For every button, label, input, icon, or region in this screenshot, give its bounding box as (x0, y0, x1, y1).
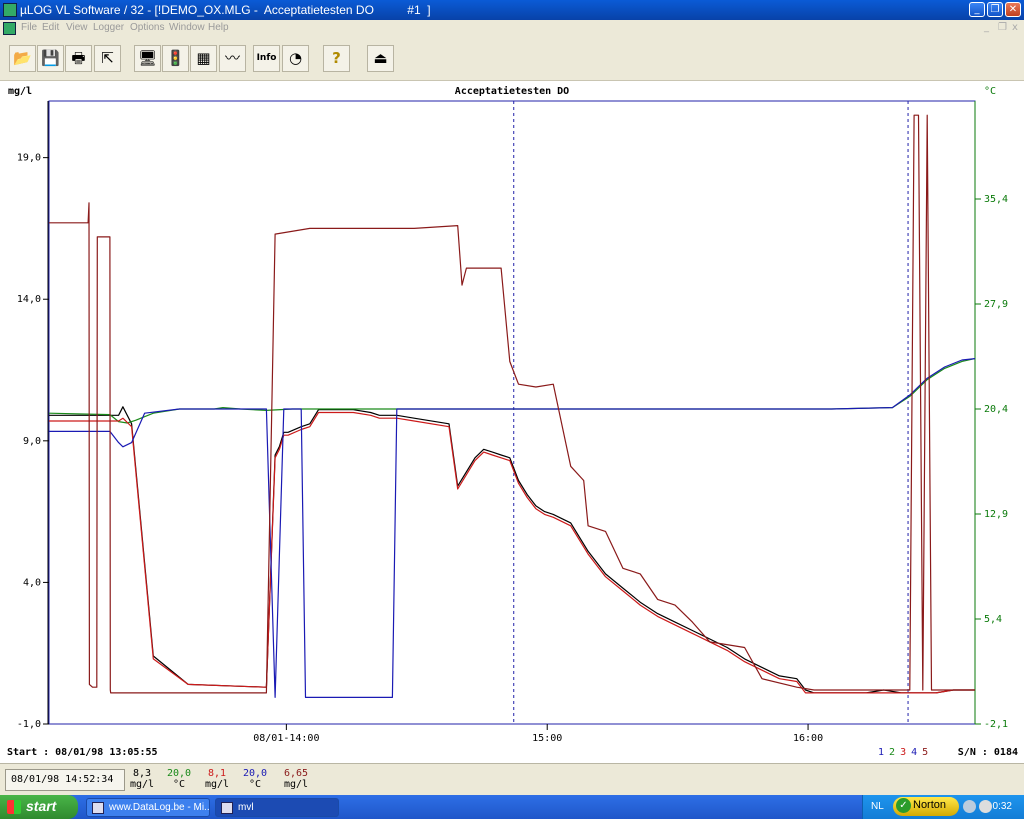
readout-channel-2: 20,0 °C (160, 768, 198, 790)
plot-frame (48, 100, 976, 725)
serial-number: S/N : 0184 (957, 747, 1018, 758)
channel-number-1[interactable]: 1 (878, 747, 885, 758)
readout-channel-5: 6,65 mg/l (277, 768, 315, 790)
readout-bar: 08/01/98 14:52:34 8,3 mg/l 20,0 °C 8,1 mg/l 20… (0, 763, 1024, 795)
x-tick-label: 08/01-14:00 (253, 733, 319, 744)
readout-unit: °C (248, 779, 262, 790)
task-button-datalog[interactable]: www.DataLog.be - Mi... (86, 798, 210, 817)
right-axis-unit: °C (983, 86, 996, 97)
channel-number-3[interactable]: 3 (900, 747, 907, 758)
taskbar: start www.DataLog.be - Mi... mvl NL ✓ No… (0, 795, 1024, 819)
readout-unit: mg/l (283, 779, 309, 790)
right-tick-label: 20,4 (984, 404, 1008, 415)
task-label: mvl (238, 802, 254, 813)
export-icon[interactable]: ⇱ (94, 45, 121, 72)
open-folder-icon[interactable]: 📂 (9, 45, 36, 72)
norton-label: Norton (913, 799, 947, 811)
network-icon[interactable] (963, 800, 976, 813)
series-line-channel-2[interactable] (48, 358, 976, 424)
x-tick-label: 15:00 (532, 733, 562, 744)
readout-unit: mg/l (204, 779, 230, 790)
graph-icon[interactable]: 〰 (219, 45, 246, 72)
menu-edit[interactable]: Edit (42, 22, 60, 33)
chart-area: mg/l Acceptatietesten DO °C -1,0 4,0 9,0 14… (0, 81, 1024, 763)
chart-plot[interactable]: -1,0 4,0 9,0 14,0 19,0 -2,1 5,4 12,9 20,4 27,9 35,… (0, 81, 1024, 763)
readout-channel-1: 8,3 mg/l (123, 768, 161, 790)
series-line-channel-5[interactable] (49, 114, 975, 694)
traffic-light-icon[interactable]: 🚦 (162, 45, 189, 72)
start-button[interactable]: start (0, 795, 78, 819)
readout-value: 20,0 (166, 768, 192, 779)
toolbar: 📂 💾 🖶 ⇱ 🖥 🚦 ▦ 〰 Info ◔ ? ⏏ (0, 37, 1024, 81)
document-icon[interactable] (3, 22, 16, 35)
window-data-icon[interactable]: ▦ (190, 45, 217, 72)
info-icon[interactable]: Info (253, 45, 280, 72)
menu-logger[interactable]: Logger (93, 22, 125, 33)
clock: 0:32 (992, 801, 1012, 812)
left-tick-label: -1,0 (17, 719, 41, 730)
mdi-minimize-button[interactable]: _ (984, 22, 989, 33)
mdi-close-button[interactable]: x (1012, 22, 1018, 33)
restore-button[interactable]: ❐ (987, 2, 1003, 17)
browser-icon (92, 802, 104, 814)
minimize-button[interactable]: _ (969, 2, 985, 17)
menu-window[interactable]: Window (169, 22, 205, 33)
chart-title: Acceptatietesten DO (454, 86, 570, 97)
volume-icon[interactable] (979, 800, 992, 813)
channel-number-5[interactable]: 5 (922, 747, 929, 758)
start-time: Start : 08/01/98 13:05:55 (7, 747, 158, 758)
right-tick-label: 12,9 (984, 509, 1008, 520)
readout-unit: mg/l (129, 779, 155, 790)
readout-channel-4: 20,0 °C (236, 768, 274, 790)
exit-icon[interactable]: ⏏ (367, 45, 394, 72)
window-title: µLOG VL Software / 32 - [!DEMO_OX.MLG - … (20, 3, 431, 17)
readout-value: 8,3 (132, 768, 152, 779)
readout-unit: °C (172, 779, 186, 790)
printer-icon[interactable]: 🖶 (65, 45, 92, 72)
language-indicator[interactable]: NL (871, 801, 884, 812)
help-icon[interactable]: ? (323, 45, 350, 72)
task-button-mvl[interactable]: mvl (215, 798, 339, 817)
readout-value: 20,0 (242, 768, 268, 779)
check-icon: ✓ (896, 798, 911, 813)
series-line-channel-1[interactable] (49, 406, 975, 694)
save-disk-icon[interactable]: 💾 (37, 45, 64, 72)
left-tick-label: 4,0 (23, 577, 41, 588)
right-tick-label: 5,4 (984, 614, 1002, 625)
left-axis-unit: mg/l (8, 86, 33, 97)
series-line-channel-3[interactable] (49, 411, 975, 694)
title-bar: µLOG VL Software / 32 - [!DEMO_OX.MLG - … (0, 0, 1024, 20)
readout-channel-3: 8,1 mg/l (198, 768, 236, 790)
menu-view[interactable]: View (66, 22, 88, 33)
right-tick-label: 35,4 (984, 194, 1008, 205)
gauge-icon[interactable]: ◔ (282, 45, 309, 72)
menu-bar: File Edit View Logger Options Window Hel… (0, 20, 1024, 37)
close-button[interactable]: ✕ (1005, 2, 1021, 17)
left-tick-label: 9,0 (23, 436, 41, 447)
right-tick-label: -2,1 (984, 719, 1008, 730)
app-icon[interactable] (3, 3, 17, 17)
app-task-icon (221, 802, 233, 814)
cursor-timestamp: 08/01/98 14:52:34 (5, 769, 125, 791)
series-line-channel-4[interactable] (49, 358, 976, 699)
task-label: www.DataLog.be - Mi... (109, 802, 210, 813)
channel-number-4[interactable]: 4 (911, 747, 918, 758)
x-tick-label: 16:00 (793, 733, 823, 744)
menu-options[interactable]: Options (130, 22, 165, 33)
left-tick-label: 19,0 (17, 153, 41, 164)
system-tray: NL ✓ Norton 0:32 (862, 795, 1024, 819)
menu-help[interactable]: Help (208, 22, 229, 33)
norton-badge[interactable]: ✓ Norton (893, 797, 959, 816)
menu-file[interactable]: File (21, 22, 38, 33)
readout-value: 8,1 (207, 768, 227, 779)
right-tick-label: 27,9 (984, 299, 1008, 310)
readout-value: 6,65 (283, 768, 309, 779)
channel-number-2[interactable]: 2 (889, 747, 896, 758)
windows-logo-icon (7, 800, 21, 814)
left-tick-label: 14,0 (17, 294, 41, 305)
mdi-restore-button[interactable]: ❐ (998, 22, 1007, 33)
computer-logger-icon[interactable]: 🖥 (134, 45, 161, 72)
start-label: start (26, 798, 57, 814)
